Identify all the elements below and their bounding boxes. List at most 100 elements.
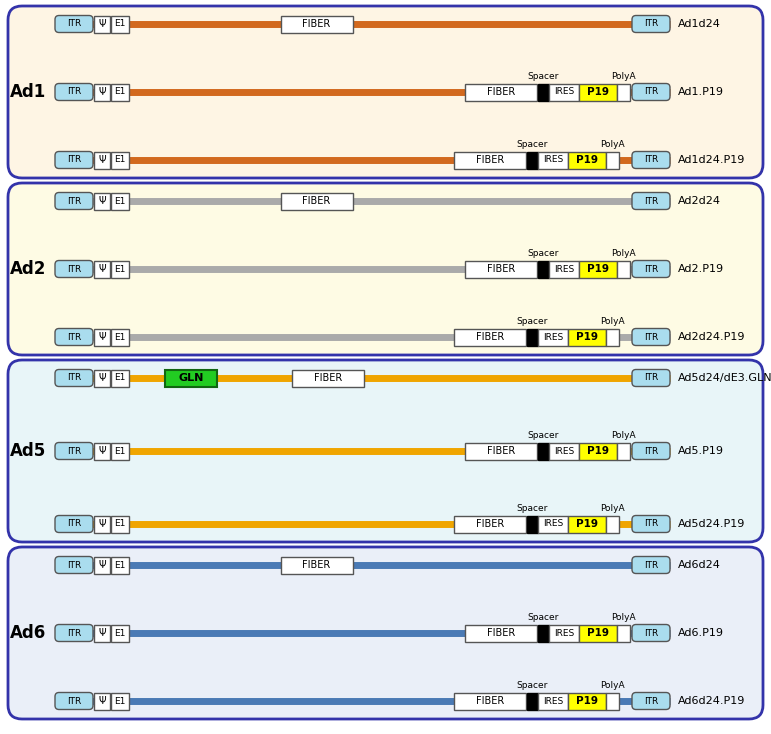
Text: Ad1d24: Ad1d24 xyxy=(678,19,721,29)
Text: Ad2: Ad2 xyxy=(10,260,46,278)
Text: ITR: ITR xyxy=(67,20,81,29)
Text: Ψ: Ψ xyxy=(98,446,106,456)
Text: ITR: ITR xyxy=(644,156,658,164)
Bar xyxy=(94,443,110,459)
Text: ITR: ITR xyxy=(67,520,81,528)
Bar xyxy=(94,192,110,209)
Bar xyxy=(465,625,537,642)
Text: E1: E1 xyxy=(114,697,126,705)
Text: PolyA: PolyA xyxy=(600,140,625,149)
Text: Ad5d24.P19: Ad5d24.P19 xyxy=(678,519,746,529)
Text: E1: E1 xyxy=(114,333,126,341)
FancyBboxPatch shape xyxy=(55,151,93,169)
Bar xyxy=(94,84,110,101)
Text: Ad5d24/dE3.GLN: Ad5d24/dE3.GLN xyxy=(678,373,771,383)
Bar xyxy=(606,692,619,710)
Text: ITR: ITR xyxy=(644,197,658,206)
Text: ITR: ITR xyxy=(644,561,658,570)
Bar xyxy=(111,151,129,169)
Text: Ad6d24: Ad6d24 xyxy=(678,560,721,570)
FancyBboxPatch shape xyxy=(55,192,93,209)
Bar xyxy=(538,84,549,101)
Text: E1: E1 xyxy=(114,20,126,29)
Bar xyxy=(606,515,619,532)
Bar xyxy=(538,443,549,459)
Text: FIBER: FIBER xyxy=(476,332,504,342)
Bar xyxy=(94,261,110,277)
Text: Ψ: Ψ xyxy=(98,196,106,206)
Bar xyxy=(568,515,606,532)
FancyBboxPatch shape xyxy=(55,692,93,710)
Text: ITR: ITR xyxy=(644,333,658,341)
Text: Ψ: Ψ xyxy=(98,87,106,97)
Bar xyxy=(111,443,129,459)
FancyBboxPatch shape xyxy=(8,360,763,542)
Text: FIBER: FIBER xyxy=(476,519,504,529)
Bar xyxy=(281,556,352,573)
Text: Ad1: Ad1 xyxy=(10,83,46,101)
Text: Ad6d24.P19: Ad6d24.P19 xyxy=(678,696,746,706)
Text: FIBER: FIBER xyxy=(487,446,515,456)
Text: Ψ: Ψ xyxy=(98,373,106,383)
FancyBboxPatch shape xyxy=(632,192,670,209)
Text: E1: E1 xyxy=(114,156,126,164)
Bar xyxy=(606,329,619,346)
Text: Spacer: Spacer xyxy=(517,317,548,326)
Text: Ψ: Ψ xyxy=(98,264,106,274)
Bar xyxy=(94,515,110,532)
Bar xyxy=(454,151,526,169)
Text: ITR: ITR xyxy=(67,697,81,705)
FancyBboxPatch shape xyxy=(632,369,670,387)
Bar xyxy=(579,261,617,277)
Text: ITR: ITR xyxy=(644,264,658,274)
Bar xyxy=(606,151,619,169)
Text: Ψ: Ψ xyxy=(98,519,106,529)
Text: IRES: IRES xyxy=(543,156,563,164)
Text: Ψ: Ψ xyxy=(98,155,106,165)
Bar xyxy=(465,443,537,459)
Text: ITR: ITR xyxy=(644,520,658,528)
Bar xyxy=(538,261,549,277)
Text: P19: P19 xyxy=(576,155,598,165)
Text: P19: P19 xyxy=(576,519,598,529)
Bar xyxy=(281,192,352,209)
Bar xyxy=(568,151,606,169)
FancyBboxPatch shape xyxy=(55,625,93,642)
FancyBboxPatch shape xyxy=(632,692,670,710)
Bar xyxy=(579,625,617,642)
Bar xyxy=(549,84,579,101)
Bar xyxy=(111,261,129,277)
FancyBboxPatch shape xyxy=(632,84,670,101)
Bar xyxy=(454,515,526,532)
Bar xyxy=(454,329,526,346)
FancyBboxPatch shape xyxy=(632,556,670,573)
FancyBboxPatch shape xyxy=(8,183,763,355)
Text: E1: E1 xyxy=(114,374,126,382)
Text: ITR: ITR xyxy=(644,87,658,96)
Bar xyxy=(549,625,579,642)
Text: IRES: IRES xyxy=(554,264,574,274)
Bar xyxy=(94,151,110,169)
Bar xyxy=(94,369,110,387)
Text: E1: E1 xyxy=(114,446,126,456)
Text: Ad2d24.P19: Ad2d24.P19 xyxy=(678,332,746,342)
Text: ITR: ITR xyxy=(67,87,81,96)
Text: PolyA: PolyA xyxy=(600,681,625,690)
Bar xyxy=(579,84,617,101)
Bar xyxy=(94,15,110,32)
Text: IRES: IRES xyxy=(543,520,563,528)
Bar xyxy=(568,692,606,710)
Bar xyxy=(454,692,526,710)
Text: E1: E1 xyxy=(114,264,126,274)
Bar xyxy=(111,515,129,532)
Bar xyxy=(549,443,579,459)
Text: Spacer: Spacer xyxy=(528,431,559,440)
Text: Ad5.P19: Ad5.P19 xyxy=(678,446,724,456)
Bar xyxy=(94,329,110,346)
Text: Spacer: Spacer xyxy=(517,140,548,149)
FancyBboxPatch shape xyxy=(8,6,763,178)
Text: E1: E1 xyxy=(114,561,126,570)
Bar xyxy=(94,625,110,642)
Bar xyxy=(617,625,630,642)
Text: Ψ: Ψ xyxy=(98,332,106,342)
